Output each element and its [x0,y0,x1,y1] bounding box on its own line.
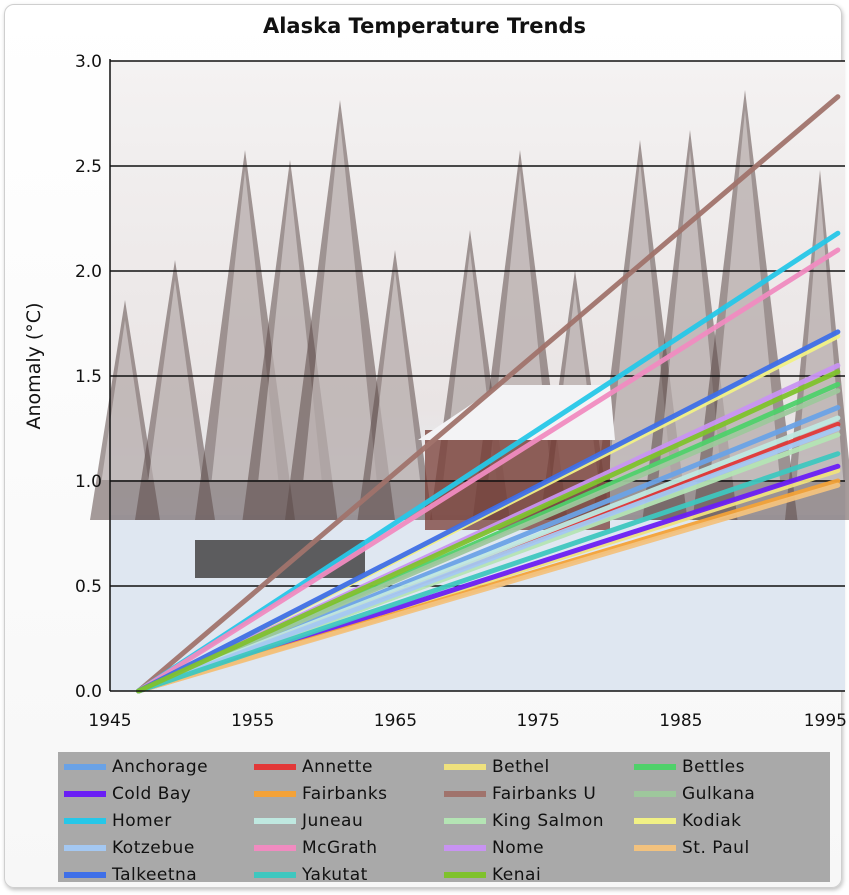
legend-label: Kodiak [682,811,742,831]
legend-swatch [444,818,486,824]
legend-swatch [634,818,676,824]
tree-snow [370,270,420,480]
legend-swatch [444,845,486,851]
legend-item: Talkeetna [64,864,254,886]
legend-item: McGrath [254,837,444,859]
legend-item: Nome [444,837,634,859]
x-tick-label: 1995 [804,711,847,731]
legend-item: Juneau [254,810,444,832]
y-tick-label: 1.5 [75,367,102,387]
tree-snow [303,120,377,480]
series-line [136,94,841,694]
legend-item: Kodiak [634,810,824,832]
legend-label: Juneau [302,811,364,831]
legend-item: Yakutat [254,864,444,886]
legend-label: Nome [492,838,545,858]
legend-item: Gulkana [634,783,824,805]
legend-swatch [64,845,106,851]
legend-label: Annette [302,757,373,777]
legend-swatch [254,791,296,797]
tree-snow [101,320,149,480]
tree [357,250,433,520]
y-tick-label: 2.5 [75,157,102,177]
legend-label: Fairbanks U [492,784,597,804]
y-tick-label: 0.0 [75,682,102,702]
x-tick-label: 1975 [517,711,560,731]
series-line [136,329,841,694]
x-tick-label: 1985 [659,711,702,731]
legend-item: Fairbanks [254,783,444,805]
tree [135,260,215,520]
legend-label: Bethel [492,757,550,777]
legend-item: Fairbanks U [444,783,634,805]
legend-label: St. Paul [682,838,750,858]
y-tick-label: 0.5 [75,577,102,597]
legend-label: Fairbanks [302,784,388,804]
y-tick-label: 2.0 [75,262,102,282]
legend-item: Kotzebue [64,837,254,859]
series-line [136,482,841,694]
y-axis-label: Anomaly (°C) [23,303,45,430]
legend-item: Bettles [634,756,824,778]
legend-swatch [444,764,486,770]
legend-label: Kotzebue [112,838,195,858]
x-tick-label: 1945 [88,711,131,731]
tree-snow [608,160,672,480]
legend-swatch [64,818,106,824]
y-tick-label: 3.0 [75,52,102,72]
legend-swatch [444,791,486,797]
legend-swatch [64,872,106,878]
tree [90,300,160,520]
legend-swatch [64,764,106,770]
legend-label: Gulkana [682,784,756,804]
series-line [136,426,841,694]
legend-label: Anchorage [112,757,209,777]
legend-item: Annette [254,756,444,778]
legend-label: Yakutat [302,865,368,885]
axes [109,59,845,692]
legend-label: Cold Bay [112,784,192,804]
legend-label: McGrath [302,838,378,858]
legend-swatch [634,845,676,851]
legend-label: Homer [112,811,172,831]
x-tick-label: 1965 [374,711,417,731]
series-lines [136,94,841,694]
grid-lines [110,60,845,587]
legend-item: Cold Bay [64,783,254,805]
y-tick-labels: 0.0 0.5 1.0 1.5 2.0 2.5 3.0 [75,52,102,702]
series-line [136,388,841,694]
legend-swatch [254,872,296,878]
legend-label: Bettles [682,757,745,777]
x-tick-labels: 1945 1955 1965 1975 1985 1995 [88,711,847,731]
legend-swatch [254,764,296,770]
legend-label: Talkeetna [112,865,198,885]
legend: Anchorage Annette Bethel Bettles Cold Bay Fai… [58,752,830,885]
legend-label: King Salmon [492,811,605,831]
chart-canvas: 0.00.51.01.52.02.53.0 1945 1955 1965 1975 19… [23,52,849,731]
x-tick-label: 1955 [231,711,274,731]
legend-item: Anchorage [64,756,254,778]
series-line [136,369,841,694]
legend-item: King Salmon [444,810,634,832]
legend-swatch [634,791,676,797]
legend-swatch [634,764,676,770]
tree [285,100,395,520]
legend-swatch [254,818,296,824]
legend-item: St. Paul [634,837,824,859]
legend-swatch [254,845,296,851]
y-tick-label: 1.0 [75,472,102,492]
legend-swatch [64,791,106,797]
cabin-roof [418,385,615,440]
series-line [136,451,841,694]
legend-swatch [444,872,486,878]
legend-item: Bethel [444,756,634,778]
legend-item: Kenai [444,864,634,886]
series-line [136,247,841,694]
legend-item: Homer [64,810,254,832]
tree-snow [148,280,202,480]
legend-label: Kenai [492,865,542,885]
chart-title: Alaska Temperature Trends [262,14,587,38]
